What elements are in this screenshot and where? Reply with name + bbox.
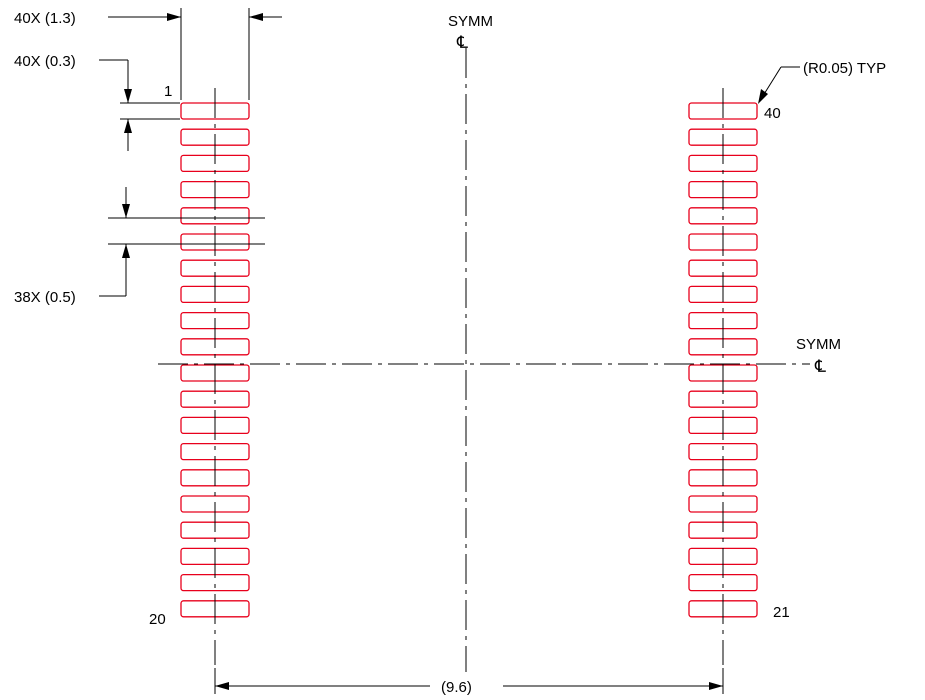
row-spacing-label: (9.6)	[441, 679, 472, 696]
pad-length-label: 40X (1.3)	[14, 10, 76, 27]
pin-40-label: 40	[764, 105, 781, 122]
centerline-symbol-right: ℄	[814, 357, 826, 376]
pad-length-dimension: 40X (1.3)	[14, 8, 282, 100]
pad-5	[180, 207, 250, 225]
pad-width-dimension: 40X (0.3)	[14, 53, 180, 151]
pin-21-label: 21	[773, 604, 790, 621]
pin-20-label: 20	[149, 611, 166, 628]
row-spacing-dimension: (9.6)	[214, 668, 724, 696]
corner-radius-callout: (R0.05) TYP	[758, 60, 886, 104]
centerline-symbol-top: ℄	[456, 33, 468, 52]
pitch-dimension: 38X (0.5)	[14, 187, 265, 306]
pitch-label: 38X (0.5)	[14, 289, 76, 306]
symm-label-top: SYMM	[448, 13, 493, 30]
symm-label-right: SYMM	[796, 336, 841, 353]
pin-1-label: 1	[164, 83, 172, 100]
pad-width-label: 40X (0.3)	[14, 53, 76, 70]
pad-36	[688, 207, 758, 225]
corner-radius-label: (R0.05) TYP	[803, 60, 886, 77]
